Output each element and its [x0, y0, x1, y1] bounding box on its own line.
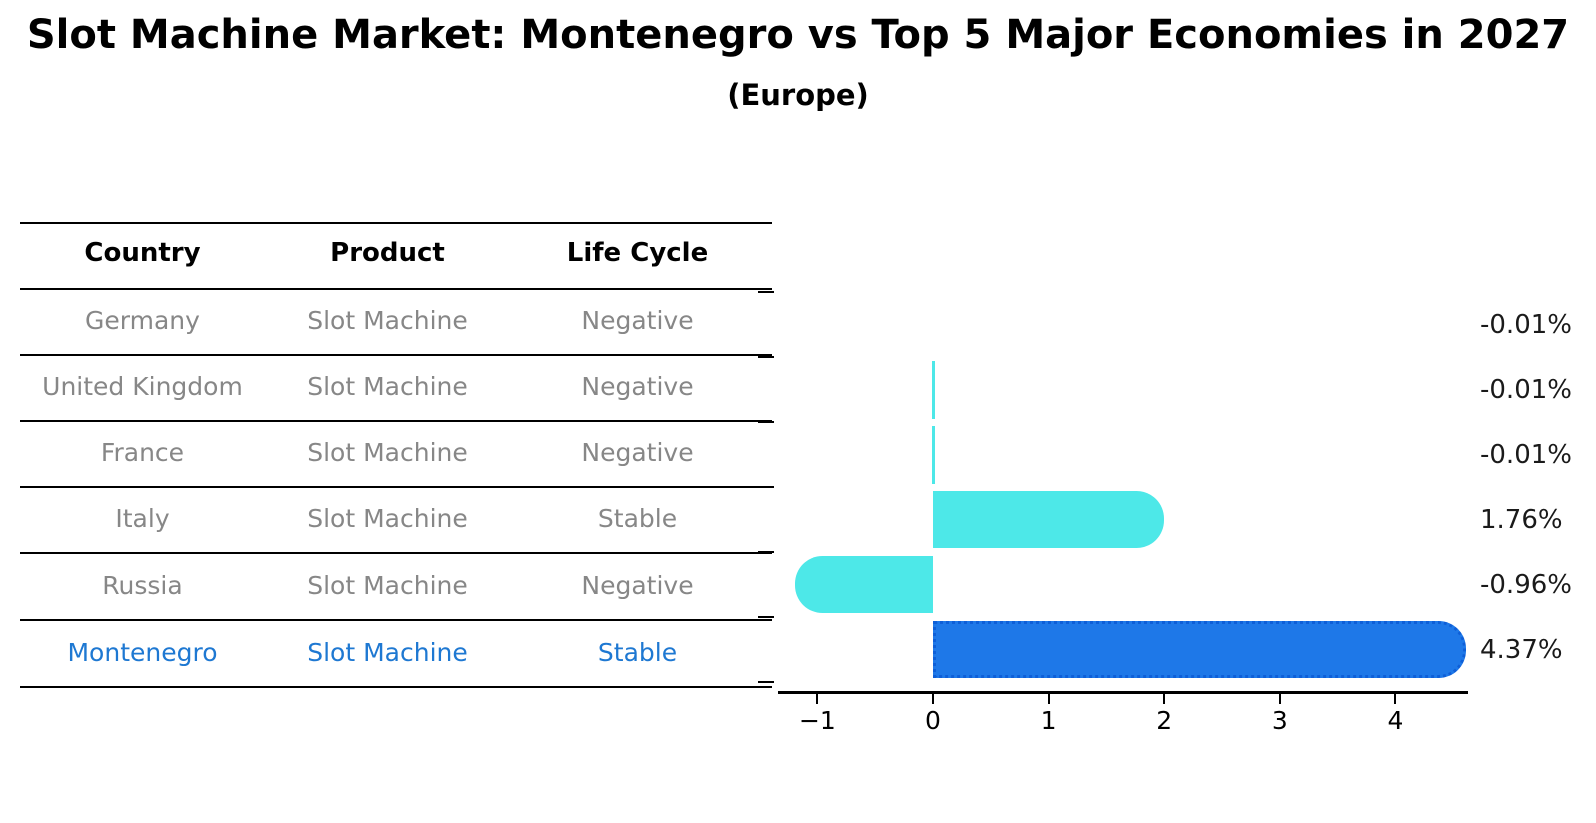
y-axis-tick — [758, 551, 774, 553]
bar-montenegro — [933, 621, 1466, 678]
y-axis-tick — [758, 291, 774, 293]
value-label-russia: -0.96% — [1480, 569, 1572, 600]
x-tick-label: 3 — [1271, 706, 1288, 735]
table-cell-country-france: France — [100, 438, 185, 467]
x-tick-label: 2 — [1156, 706, 1173, 735]
table-cell-product-montenegro: Slot Machine — [307, 637, 468, 667]
x-tick-label: −1 — [798, 706, 836, 735]
table-rule — [20, 486, 772, 488]
chart-subtitle: (Europe) — [727, 78, 869, 112]
bar-united-kingdom — [932, 360, 935, 419]
x-axis-tick — [932, 694, 934, 704]
table-cell-life_cycle-montenegro: Stable — [597, 637, 678, 667]
table-cell-product-france: Slot Machine — [307, 438, 468, 467]
chart-title: Slot Machine Market: Montenegro vs Top 5… — [26, 12, 1570, 58]
table-cell-life_cycle-united-kingdom: Negative — [581, 372, 694, 401]
table-cell-country-united-kingdom: United Kingdom — [42, 372, 243, 401]
x-tick-label: 0 — [925, 706, 941, 735]
bar-france — [932, 425, 935, 484]
table-header-product: Product — [330, 238, 445, 268]
x-tick-label: 4 — [1387, 706, 1404, 735]
x-axis-tick — [1047, 694, 1050, 704]
bar-italy — [933, 491, 1164, 548]
table-rule — [20, 222, 772, 224]
x-axis-tick — [1278, 694, 1281, 704]
x-axis-tick — [1163, 694, 1166, 704]
table-cell-life_cycle-russia: Negative — [581, 570, 694, 600]
table-cell-life_cycle-france: Negative — [581, 438, 694, 467]
table-cell-product-italy: Slot Machine — [307, 504, 468, 533]
value-label-united-kingdom: -0.01% — [1480, 374, 1572, 405]
table-rule — [20, 552, 772, 554]
x-axis-line — [778, 691, 1468, 694]
y-axis-tick — [758, 681, 774, 683]
table-cell-life_cycle-germany: Negative — [581, 306, 694, 335]
x-axis-tick — [816, 694, 819, 704]
value-label-montenegro: 4.37% — [1480, 634, 1563, 665]
table-rule — [20, 420, 772, 422]
table-cell-life_cycle-italy: Stable — [597, 504, 678, 533]
value-label-italy: 1.76% — [1480, 504, 1563, 535]
table-rule — [20, 288, 772, 290]
table-cell-country-russia: Russia — [102, 570, 183, 600]
table-cell-country-italy: Italy — [115, 504, 170, 533]
table-rule — [20, 686, 772, 688]
x-axis-tick — [1394, 694, 1397, 704]
table-cell-country-germany: Germany — [85, 306, 200, 335]
table-cell-product-united-kingdom: Slot Machine — [307, 372, 468, 401]
y-axis-tick — [758, 421, 774, 423]
table-header-life-cycle: Life Cycle — [566, 238, 709, 268]
table-cell-country-montenegro: Montenegro — [67, 637, 218, 667]
value-label-france: -0.01% — [1480, 439, 1572, 470]
table-cell-product-germany: Slot Machine — [307, 306, 468, 335]
y-axis-tick — [758, 356, 774, 358]
table-header-country: Country — [84, 238, 201, 268]
table-rule — [20, 619, 772, 621]
bar-russia — [794, 556, 933, 613]
x-tick-label: 1 — [1040, 706, 1057, 735]
y-axis-tick — [758, 616, 774, 618]
table-rule — [20, 354, 772, 356]
value-label-germany: -0.01% — [1480, 309, 1572, 340]
y-axis-tick — [758, 486, 774, 488]
table-cell-product-russia: Slot Machine — [307, 570, 468, 600]
